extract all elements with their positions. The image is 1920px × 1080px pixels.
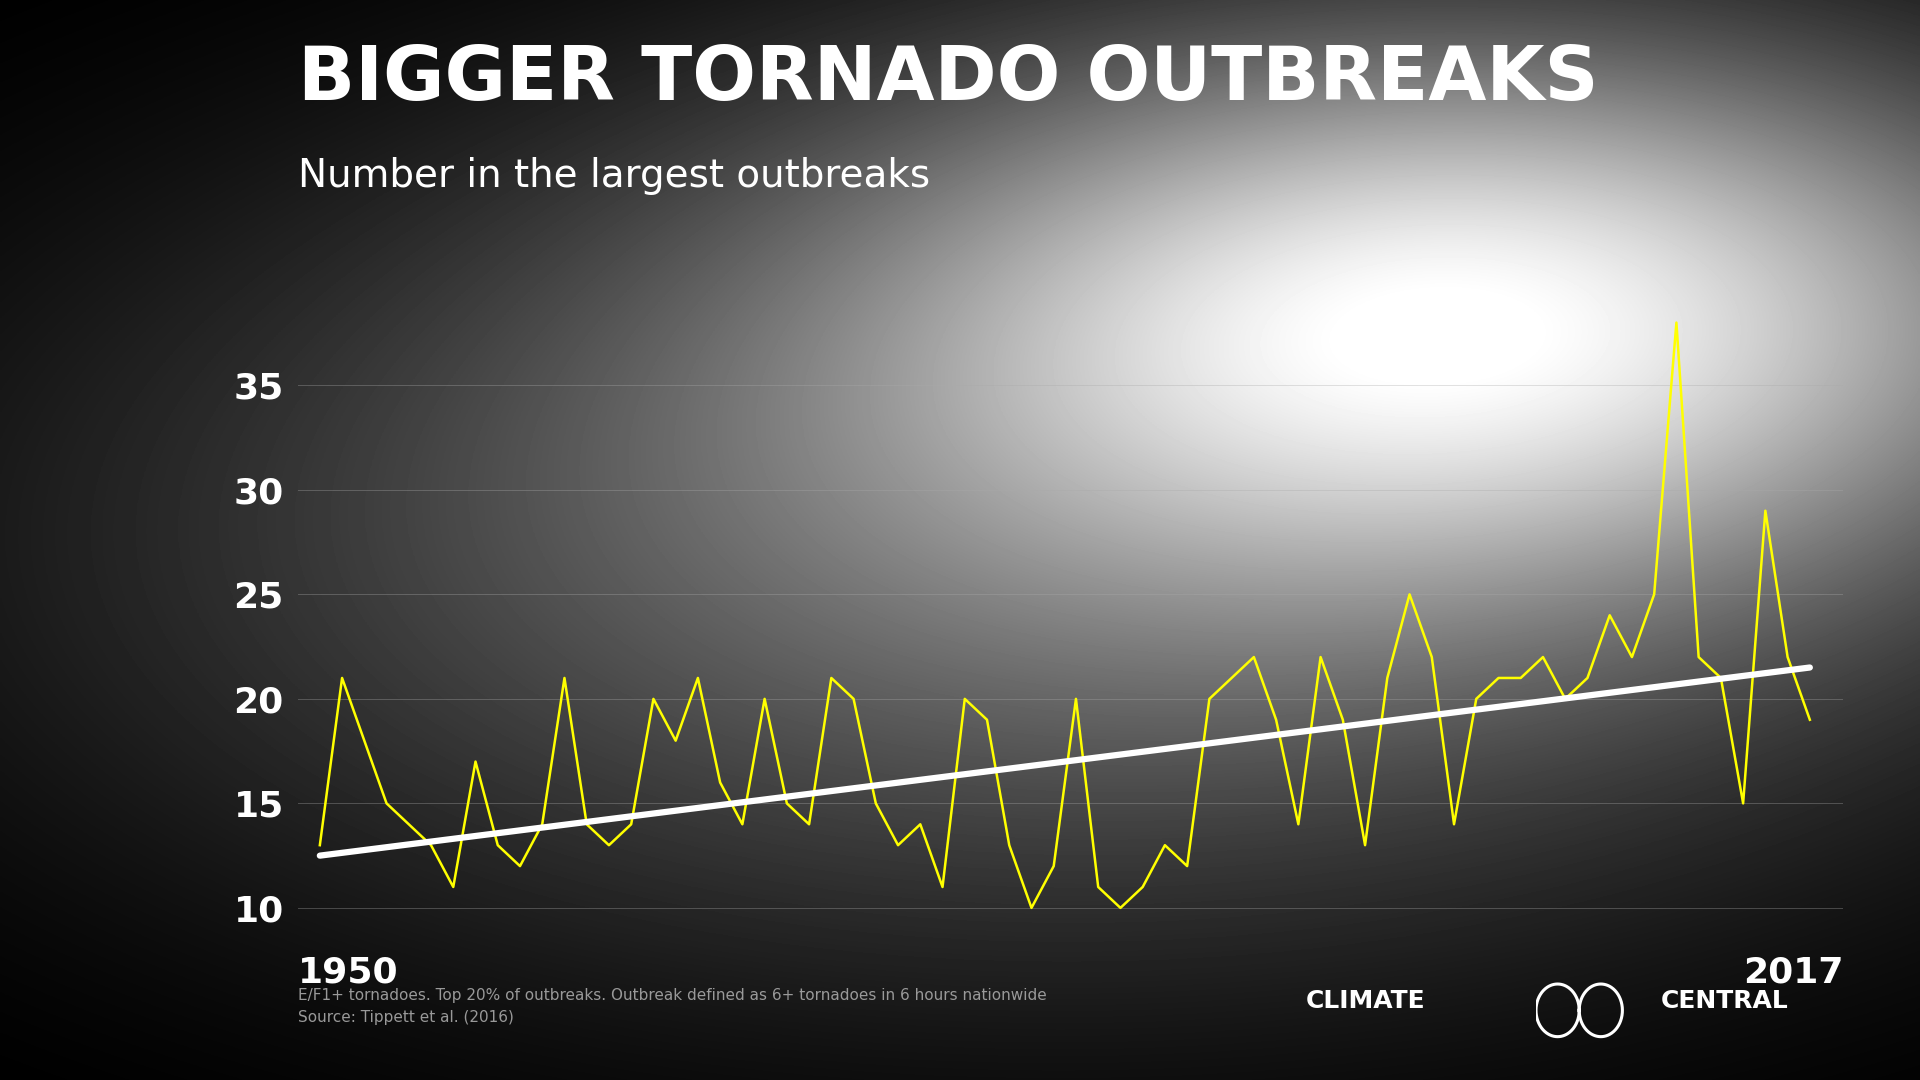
Text: E/F1+ tornadoes. Top 20% of outbreaks. Outbreak defined as 6+ tornadoes in 6 hou: E/F1+ tornadoes. Top 20% of outbreaks. O…: [298, 988, 1046, 1003]
Text: CLIMATE: CLIMATE: [1306, 989, 1425, 1013]
Text: Number in the largest outbreaks: Number in the largest outbreaks: [298, 157, 929, 194]
Text: CENTRAL: CENTRAL: [1661, 989, 1789, 1013]
Text: 2017: 2017: [1743, 956, 1843, 989]
Text: BIGGER TORNADO OUTBREAKS: BIGGER TORNADO OUTBREAKS: [298, 43, 1597, 117]
Text: Source: Tippett et al. (2016): Source: Tippett et al. (2016): [298, 1010, 513, 1025]
Text: 1950: 1950: [298, 956, 397, 989]
